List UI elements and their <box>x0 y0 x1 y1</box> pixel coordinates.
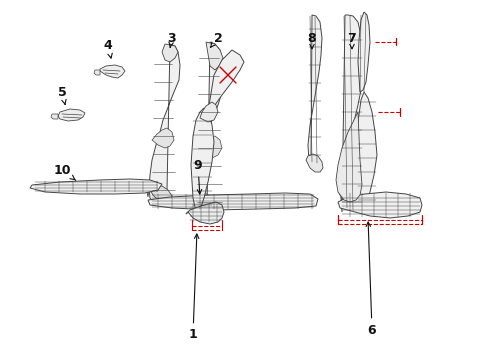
Polygon shape <box>30 179 162 194</box>
Polygon shape <box>58 109 85 121</box>
Polygon shape <box>305 154 323 172</box>
Polygon shape <box>194 42 224 212</box>
Text: 6: 6 <box>366 222 376 337</box>
Polygon shape <box>147 186 172 202</box>
Polygon shape <box>338 184 365 210</box>
Text: 5: 5 <box>58 86 66 104</box>
Polygon shape <box>94 70 100 75</box>
Polygon shape <box>198 136 222 158</box>
Text: 9: 9 <box>193 158 202 194</box>
Polygon shape <box>152 128 174 148</box>
Text: 1: 1 <box>188 234 199 342</box>
Polygon shape <box>340 15 363 212</box>
Polygon shape <box>162 44 178 62</box>
Text: 8: 8 <box>307 32 316 49</box>
Polygon shape <box>355 92 376 208</box>
Text: 7: 7 <box>347 32 356 49</box>
Polygon shape <box>307 15 321 165</box>
Polygon shape <box>357 12 369 92</box>
Text: 4: 4 <box>103 39 112 58</box>
Polygon shape <box>148 193 317 210</box>
Polygon shape <box>335 112 361 202</box>
Text: 2: 2 <box>210 32 222 47</box>
Polygon shape <box>207 50 244 112</box>
Text: 3: 3 <box>167 32 176 48</box>
Polygon shape <box>149 44 180 202</box>
Polygon shape <box>337 192 421 218</box>
Polygon shape <box>191 108 214 212</box>
Polygon shape <box>51 114 58 119</box>
Polygon shape <box>192 194 217 212</box>
Text: 10: 10 <box>53 163 76 180</box>
Polygon shape <box>185 202 224 224</box>
Polygon shape <box>100 65 125 78</box>
Polygon shape <box>200 102 218 122</box>
Polygon shape <box>205 42 223 70</box>
